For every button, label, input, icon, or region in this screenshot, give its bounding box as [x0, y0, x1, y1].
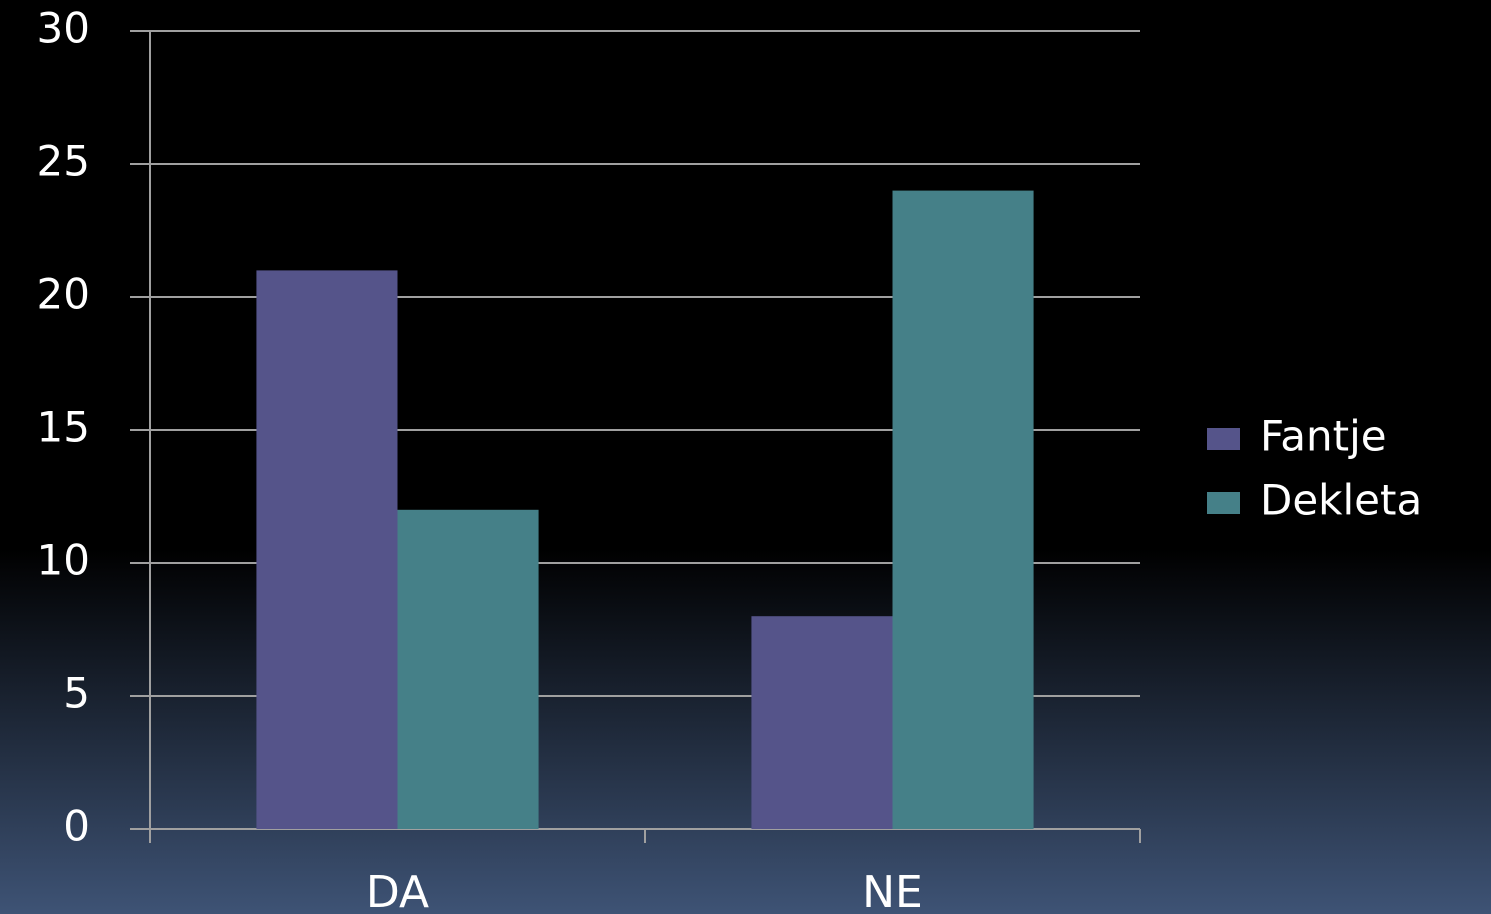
- legend-label: Fantje: [1260, 412, 1387, 461]
- bar: [397, 509, 539, 829]
- legend-swatch: [1207, 428, 1240, 450]
- y-tick-label: 25: [37, 137, 90, 186]
- y-tick-label: 30: [37, 4, 90, 53]
- y-tick-label: 0: [63, 802, 90, 851]
- y-tick-label: 15: [37, 403, 90, 452]
- legend-swatch: [1207, 492, 1240, 514]
- legend-label: Dekleta: [1260, 476, 1422, 525]
- y-tick-label: 10: [37, 536, 90, 585]
- x-tick-label: NE: [862, 867, 923, 914]
- bar: [256, 270, 398, 829]
- bar: [892, 190, 1034, 830]
- x-tick-label: DA: [366, 867, 429, 914]
- bar: [751, 616, 893, 829]
- y-tick-label: 5: [63, 669, 90, 718]
- y-tick-label: 20: [37, 270, 90, 319]
